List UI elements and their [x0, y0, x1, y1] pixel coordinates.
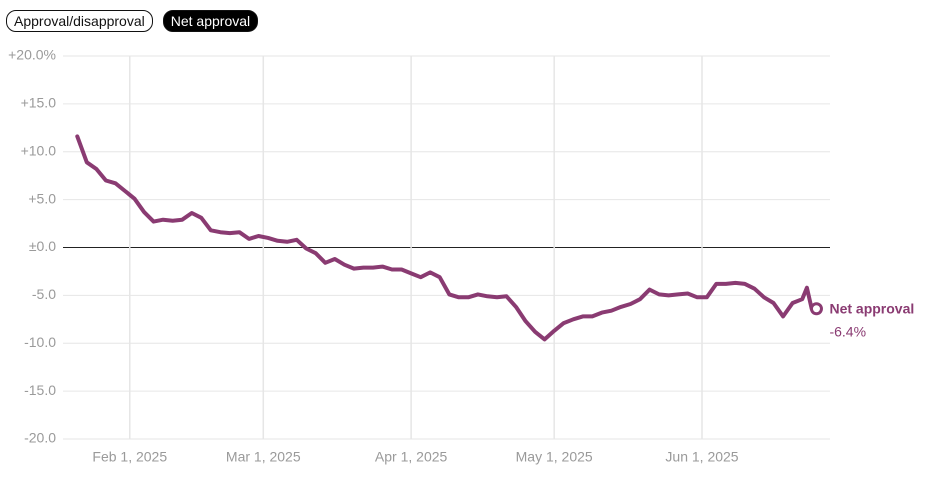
y-tick-label: +5.0 [28, 190, 56, 206]
x-tick-label: Feb 1, 2025 [92, 449, 167, 465]
x-tick-label: Apr 1, 2025 [375, 449, 448, 465]
y-tick-label: +20.0% [8, 47, 56, 63]
view-tab[interactable]: Approval/disapproval [6, 10, 153, 32]
y-tick-label: ±0.0 [29, 238, 56, 254]
x-tick-label: May 1, 2025 [516, 449, 593, 465]
y-tick-label: -20.0 [24, 430, 56, 446]
series-line [75, 134, 819, 342]
y-tick-label: -5.0 [32, 286, 56, 302]
view-tabs: Approval/disapproval Net approval [6, 10, 259, 32]
end-point [809, 302, 823, 316]
y-tick-label: +15.0 [21, 95, 57, 111]
view-tab[interactable]: Net approval [162, 10, 259, 32]
y-tick-label: -10.0 [24, 334, 56, 350]
value-label: -6.4% [829, 323, 866, 339]
y-tick-label: +10.0 [21, 142, 57, 158]
legend-label: Net approval [829, 300, 914, 316]
x-tick-label: Jun 1, 2025 [665, 449, 738, 465]
x-tick-label: Mar 1, 2025 [226, 449, 301, 465]
y-tick-label: -15.0 [24, 382, 56, 398]
